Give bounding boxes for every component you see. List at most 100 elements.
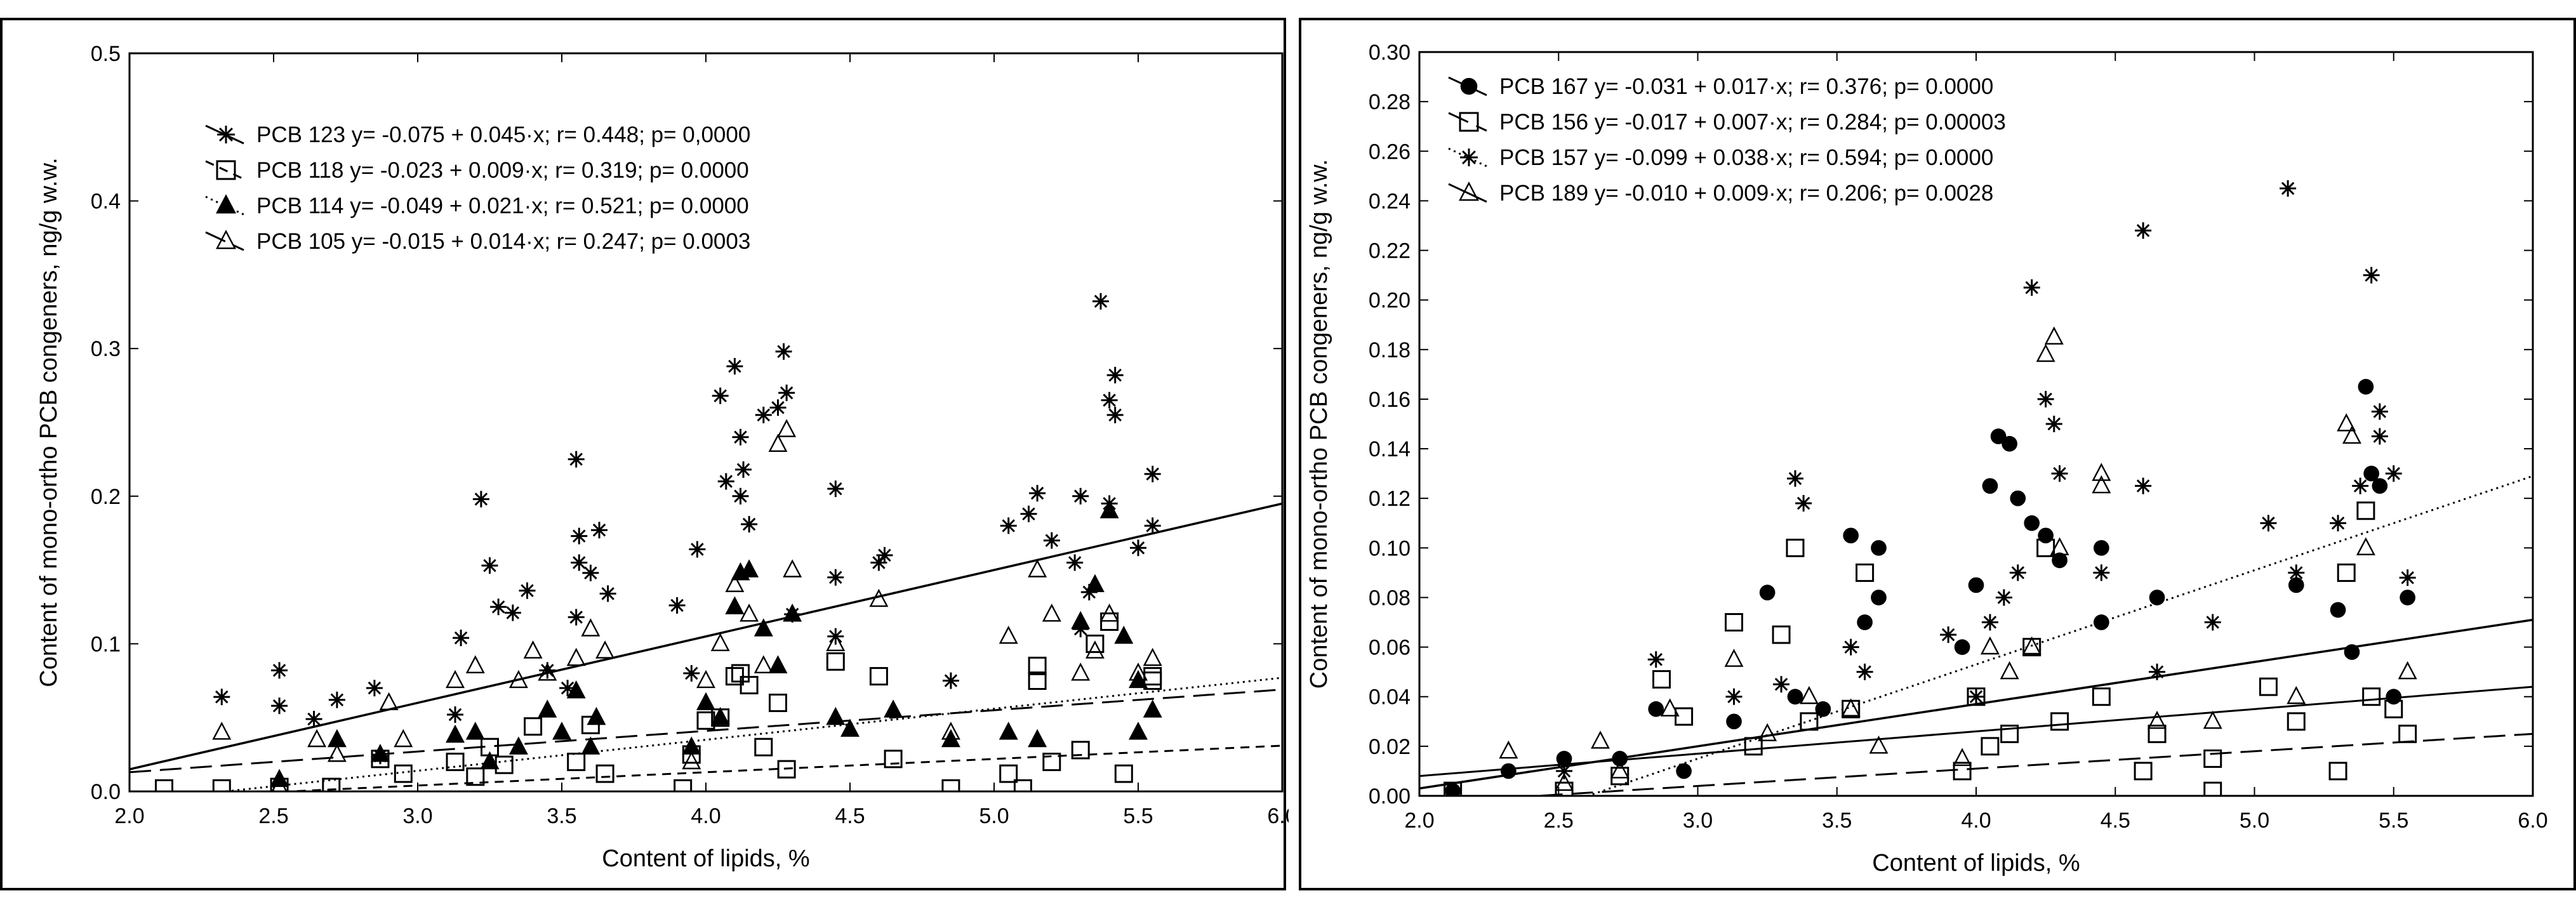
right-point-pcb-167 [1982, 478, 1998, 494]
right-point-pcb-189 [2092, 475, 2111, 494]
left-point-pcb-118 [754, 737, 773, 757]
left-legend-label-pcb-105: PCB 105 y= -0.015 + 0.014·x; r= 0.247; p… [256, 229, 750, 254]
left-point-pcb-114 [465, 722, 485, 740]
right-point-pcb-156 [1725, 613, 1744, 632]
left-point-pcb-105 [941, 722, 960, 740]
left-point-pcb-114 [696, 692, 715, 711]
right-x-tick-label: 4.5 [2101, 809, 2130, 833]
right-point-pcb-157 [2023, 279, 2040, 296]
left-point-pcb-123 [1066, 554, 1084, 571]
left-y-tick-label: 0.3 [91, 337, 121, 361]
right-x-tick-label: 5.0 [2240, 809, 2269, 833]
left-point-pcb-123 [827, 569, 844, 586]
left-point-pcb-123 [571, 554, 588, 571]
left-point-pcb-123 [689, 541, 706, 558]
left-point-pcb-105 [465, 655, 485, 673]
right-point-pcb-189 [2148, 710, 2167, 729]
right-point-pcb-157 [2135, 222, 2152, 239]
left-x-tick-label: 6.0 [1267, 804, 1289, 828]
right-regression-line-pcb-156 [1523, 732, 2533, 796]
left-point-pcb-123 [519, 582, 536, 599]
right-point-pcb-156 [1953, 762, 1972, 781]
left-point-pcb-118 [1028, 656, 1047, 675]
right-x-tick-label: 2.5 [1544, 809, 1574, 833]
left-point-pcb-123 [827, 628, 844, 645]
left-point-pcb-123 [1106, 367, 1124, 384]
left-point-pcb-123 [683, 664, 700, 682]
left-point-pcb-123 [741, 515, 758, 532]
right-point-pcb-189 [1724, 649, 1744, 667]
right-point-pcb-167 [2288, 577, 2304, 593]
right-point-pcb-167 [1871, 590, 1887, 605]
left-point-pcb-123 [213, 689, 230, 706]
right-point-pcb-189 [2036, 343, 2055, 362]
left-point-pcb-123 [732, 487, 749, 505]
right-point-pcb-157 [2288, 564, 2305, 581]
left-point-pcb-118 [999, 764, 1018, 783]
right-point-pcb-167 [2024, 515, 2040, 531]
right-x-tick-label: 3.0 [1683, 809, 1713, 833]
left-point-pcb-123 [769, 399, 787, 416]
right-x-axis-title: Content of lipids, % [1872, 850, 2080, 876]
left-point-pcb-105 [307, 729, 327, 748]
left-legend-label-pcb-118: PCB 118 y= -0.023 + 0.009·x; r= 0.319; p… [256, 158, 749, 183]
left-point-pcb-118 [322, 777, 341, 791]
right-point-pcb-167 [2330, 602, 2346, 618]
right-point-pcb-189 [2050, 537, 2069, 555]
right-point-pcb-167 [1787, 689, 1803, 705]
left-point-pcb-114 [999, 722, 1018, 740]
right-point-pcb-156 [2148, 724, 2167, 743]
left-point-pcb-114 [552, 722, 571, 740]
right-point-pcb-167 [2386, 689, 2402, 705]
left-point-pcb-118 [524, 717, 543, 736]
right-point-pcb-167 [2400, 590, 2416, 605]
left-plot-area [129, 293, 1282, 791]
right-y-tick-label: 0.06 [1369, 636, 1411, 660]
right-point-pcb-156 [2092, 687, 2111, 706]
left-point-pcb-105 [1085, 640, 1105, 659]
right-point-pcb-167 [2358, 379, 2374, 395]
right-point-pcb-167 [2038, 527, 2054, 544]
right-point-pcb-157 [1981, 614, 1998, 631]
left-point-pcb-105 [710, 633, 730, 651]
right-y-tick-label: 0.00 [1369, 784, 1411, 809]
left-point-pcb-123 [712, 387, 729, 404]
right-point-pcb-156 [2203, 781, 2222, 796]
right-x-tick-label: 5.5 [2379, 809, 2408, 833]
right-y-tick-label: 0.18 [1369, 338, 1411, 362]
right-point-pcb-189 [1660, 698, 1680, 717]
right-point-pcb-167 [1857, 614, 1873, 630]
right-point-pcb-167 [2002, 435, 2017, 452]
right-legend-marker-pcb-157 [1460, 149, 1478, 166]
right-point-pcb-167 [2344, 644, 2360, 660]
left-point-pcb-114 [538, 699, 557, 718]
left-point-pcb-114 [826, 706, 846, 725]
right-point-pcb-167 [2052, 552, 2068, 569]
right-legend-marker-pcb-167 [1460, 77, 1478, 95]
left-x-tick-label: 4.0 [691, 804, 720, 828]
right-point-pcb-157 [2399, 569, 2416, 586]
left-regression-line-pcb-105 [129, 689, 1282, 774]
left-y-tick-label: 0.0 [91, 780, 121, 804]
left-point-pcb-114 [740, 559, 759, 578]
left-point-pcb-105 [271, 776, 288, 791]
left-point-pcb-123 [1101, 392, 1118, 409]
right-y-axis-title: Content of mono-ortho PCB congeners, ng/… [1306, 159, 1332, 689]
right-point-pcb-156 [1675, 707, 1694, 726]
left-point-pcb-114 [1099, 500, 1119, 519]
right-regression-line-pcb-189 [1419, 685, 2533, 777]
right-point-pcb-157 [1795, 495, 1812, 512]
right-point-pcb-157 [2135, 477, 2152, 494]
right-legend-line-pcb-157 [1448, 147, 1487, 168]
right-point-pcb-189 [1610, 760, 1630, 779]
left-y-tick-label: 0.5 [91, 42, 121, 66]
right-point-pcb-189 [2000, 661, 2019, 680]
left-point-pcb-123 [1144, 465, 1161, 482]
left-point-pcb-114 [840, 718, 860, 737]
right-point-pcb-157 [1725, 688, 1743, 705]
left-point-pcb-123 [582, 564, 599, 581]
left-point-pcb-118 [1028, 671, 1047, 691]
right-point-pcb-157 [1647, 651, 1664, 668]
left-y-tick-label: 0.4 [91, 190, 121, 214]
right-point-pcb-167 [2010, 490, 2026, 506]
